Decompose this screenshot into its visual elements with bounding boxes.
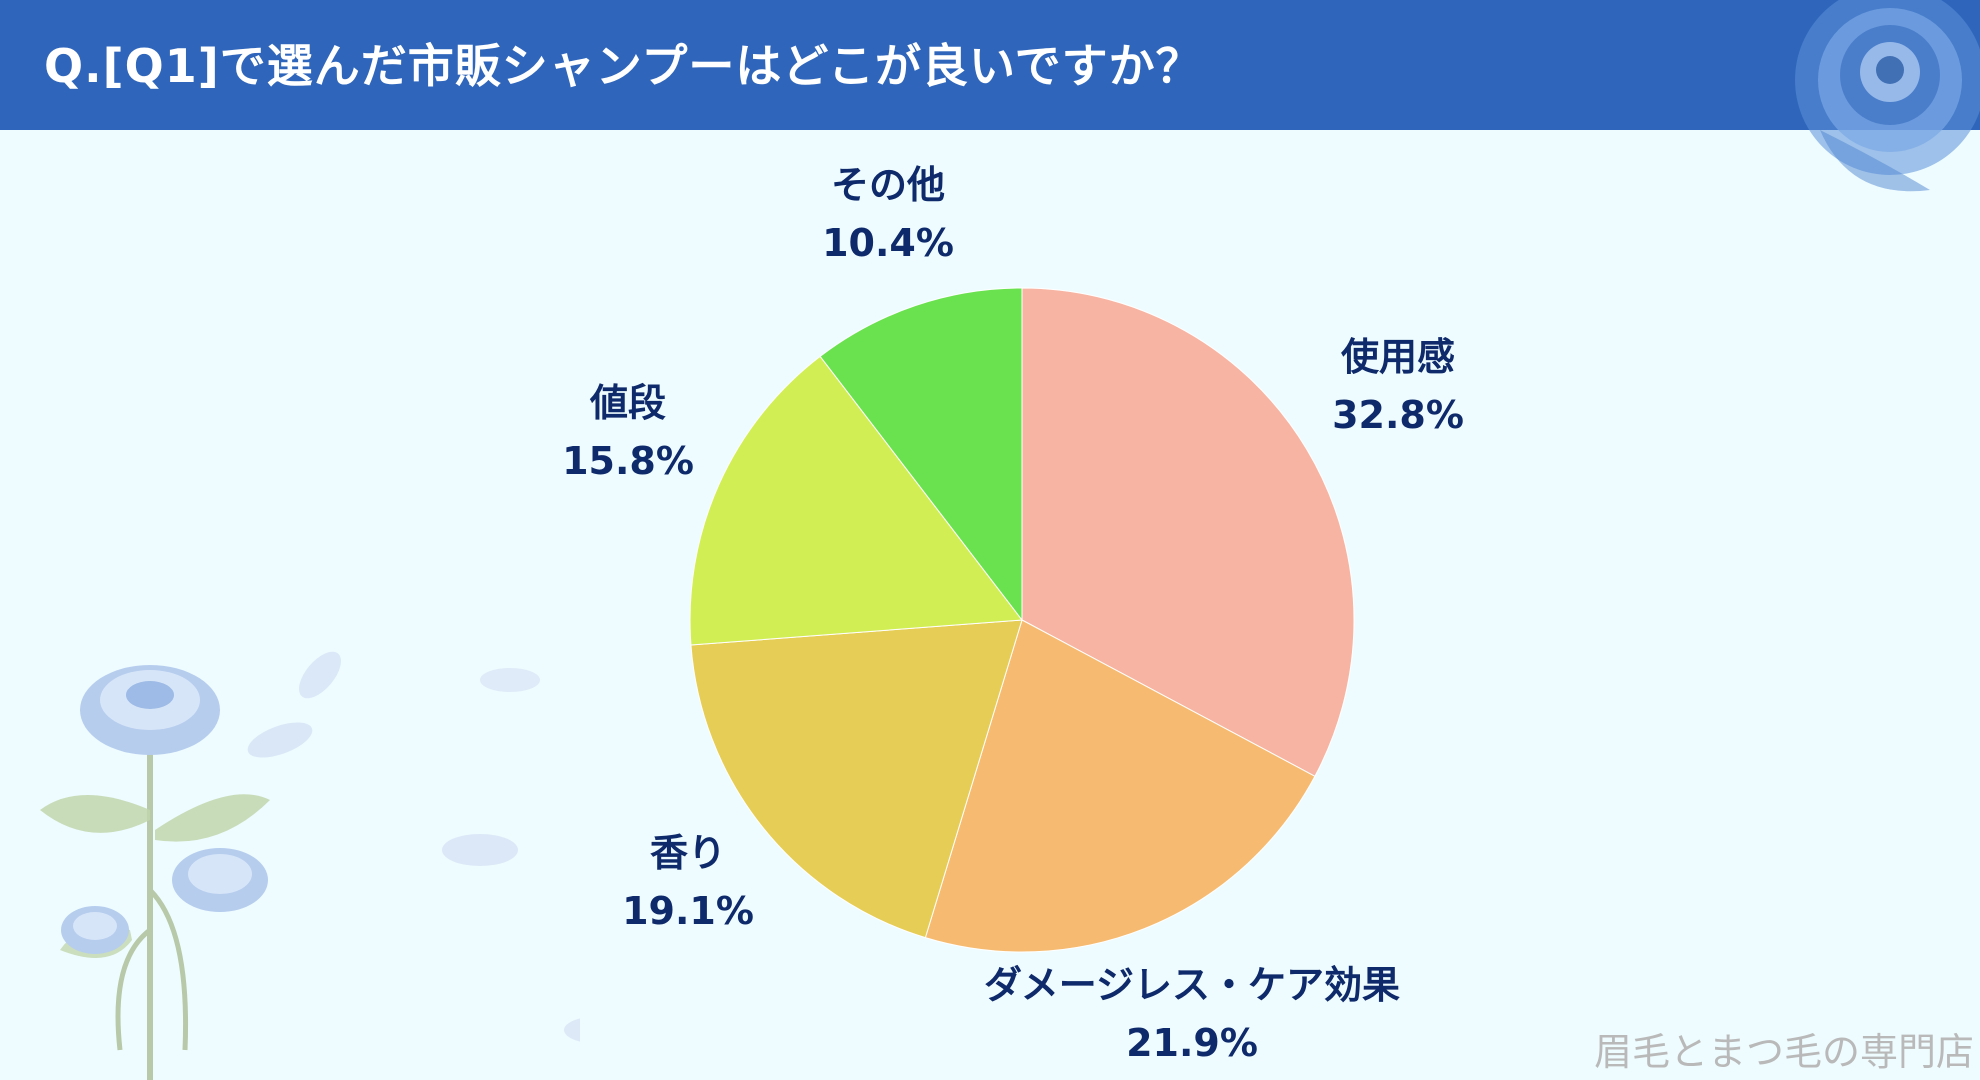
slice-name-label: ダメージレス・ケア効果 [984,963,1400,1007]
header-bar: Q.[Q1]で選んだ市販シャンプーはどこが良いですか？ [0,0,1980,130]
pie-slice [924,619,1316,953]
pie-slice [819,287,1023,622]
pie-labels: 使用感 32.8% ダメージレス・ケア効果 21.9% 香り 19.1% 値段 15.8% その… [562,163,1464,1065]
pie-slice [690,619,1023,939]
slice-name-label: 値段 [589,381,666,425]
slice-value-label: 32.8% [1332,393,1464,437]
slice-value-label: 10.4% [822,221,954,265]
slice-name-label: 使用感 [1341,335,1455,379]
rose-decoration-icon [1795,0,1980,192]
chart-title: Q.[Q1]で選んだ市販シャンプーはどこが良いですか？ [44,39,1203,93]
pie-slices [689,287,1355,953]
slice-value-label: 21.9% [1126,1021,1258,1065]
pie-slice [1021,287,1355,777]
slice-name-label: その他 [831,163,945,207]
slice-name-label: 香り [650,831,726,875]
slice-value-label: 19.1% [622,889,754,933]
watermark-text: 眉毛とまつ毛の専門店 [1593,1030,1974,1074]
flower-decoration-icon [40,651,580,1080]
pie-slice [689,355,1023,646]
slice-value-label: 15.8% [562,439,694,483]
